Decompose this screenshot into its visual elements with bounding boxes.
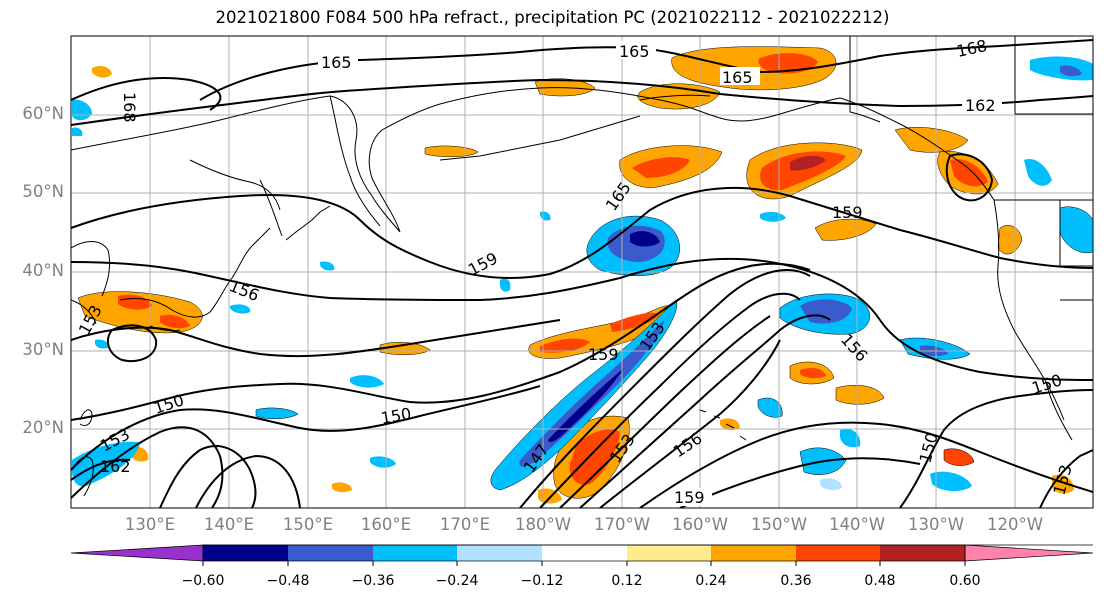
colorbar bbox=[70, 544, 1094, 566]
colorbar-tick-label: −0.36 bbox=[351, 573, 395, 589]
colorbar-segment bbox=[373, 545, 457, 561]
colorbar-tick-label: 0.12 bbox=[611, 573, 643, 589]
colorbar-tick-label: 0.36 bbox=[780, 573, 812, 589]
map-title: 2021021800 F084 500 hPa refract., precip… bbox=[215, 8, 890, 27]
longitude-label: 170°W bbox=[593, 515, 651, 534]
contour-label: 168 bbox=[120, 92, 139, 123]
colorbar-segment bbox=[203, 545, 288, 561]
colorbar-tick-label: −0.24 bbox=[435, 573, 479, 589]
latitude-label: 30°N bbox=[22, 340, 64, 359]
contour-label: 165 bbox=[722, 68, 753, 87]
precip-shading bbox=[72, 46, 1093, 504]
longitude-label: 140°E bbox=[203, 515, 255, 534]
longitude-label: 170°E bbox=[439, 515, 491, 534]
longitude-label: 180°W bbox=[514, 515, 572, 534]
colorbar-tick-label: −0.60 bbox=[181, 573, 225, 589]
colorbar-segment bbox=[457, 545, 542, 561]
contour-label: 165 bbox=[619, 42, 650, 61]
contour-label: 159 bbox=[674, 488, 705, 507]
longitude-label: 150°W bbox=[750, 515, 808, 534]
longitude-label: 150°E bbox=[282, 515, 334, 534]
longitude-label: 130°E bbox=[124, 515, 176, 534]
height-contours bbox=[71, 39, 1093, 508]
colorbar-segment bbox=[70, 544, 204, 562]
latitude-label: 60°N bbox=[22, 104, 64, 123]
longitude-label: 140°W bbox=[828, 515, 886, 534]
colorbar-segment bbox=[880, 545, 965, 561]
contour-label: 162 bbox=[965, 96, 996, 115]
longitude-label: 160°E bbox=[360, 515, 412, 534]
colorbar-segment bbox=[542, 545, 627, 561]
latitude-label: 50°N bbox=[22, 182, 64, 201]
longitude-label: 160°W bbox=[671, 515, 729, 534]
latitude-label: 20°N bbox=[22, 418, 64, 437]
colorbar-tick-label: 0.48 bbox=[864, 573, 896, 589]
colorbar-tick-label: 0.60 bbox=[949, 573, 981, 589]
colorbar-segment bbox=[711, 545, 796, 561]
contour-label: 162 bbox=[100, 457, 131, 476]
contour-label: 159 bbox=[832, 203, 863, 222]
colorbar-segment bbox=[288, 545, 373, 561]
colorbar-tick-label: 0.24 bbox=[695, 573, 727, 589]
contour-label: 165 bbox=[321, 53, 352, 72]
contour-label: 159 bbox=[588, 345, 619, 364]
map-frame bbox=[70, 35, 1094, 509]
longitude-label: 120°W bbox=[986, 515, 1044, 534]
colorbar-tick-label: −0.12 bbox=[520, 573, 564, 589]
coastlines bbox=[71, 36, 1093, 497]
colorbar-segment bbox=[796, 545, 880, 561]
colorbar-segment bbox=[627, 545, 711, 561]
latitude-label: 40°N bbox=[22, 261, 64, 280]
colorbar-segment bbox=[964, 544, 1094, 562]
longitude-label: 130°W bbox=[907, 515, 965, 534]
colorbar-tick-label: −0.48 bbox=[266, 573, 310, 589]
